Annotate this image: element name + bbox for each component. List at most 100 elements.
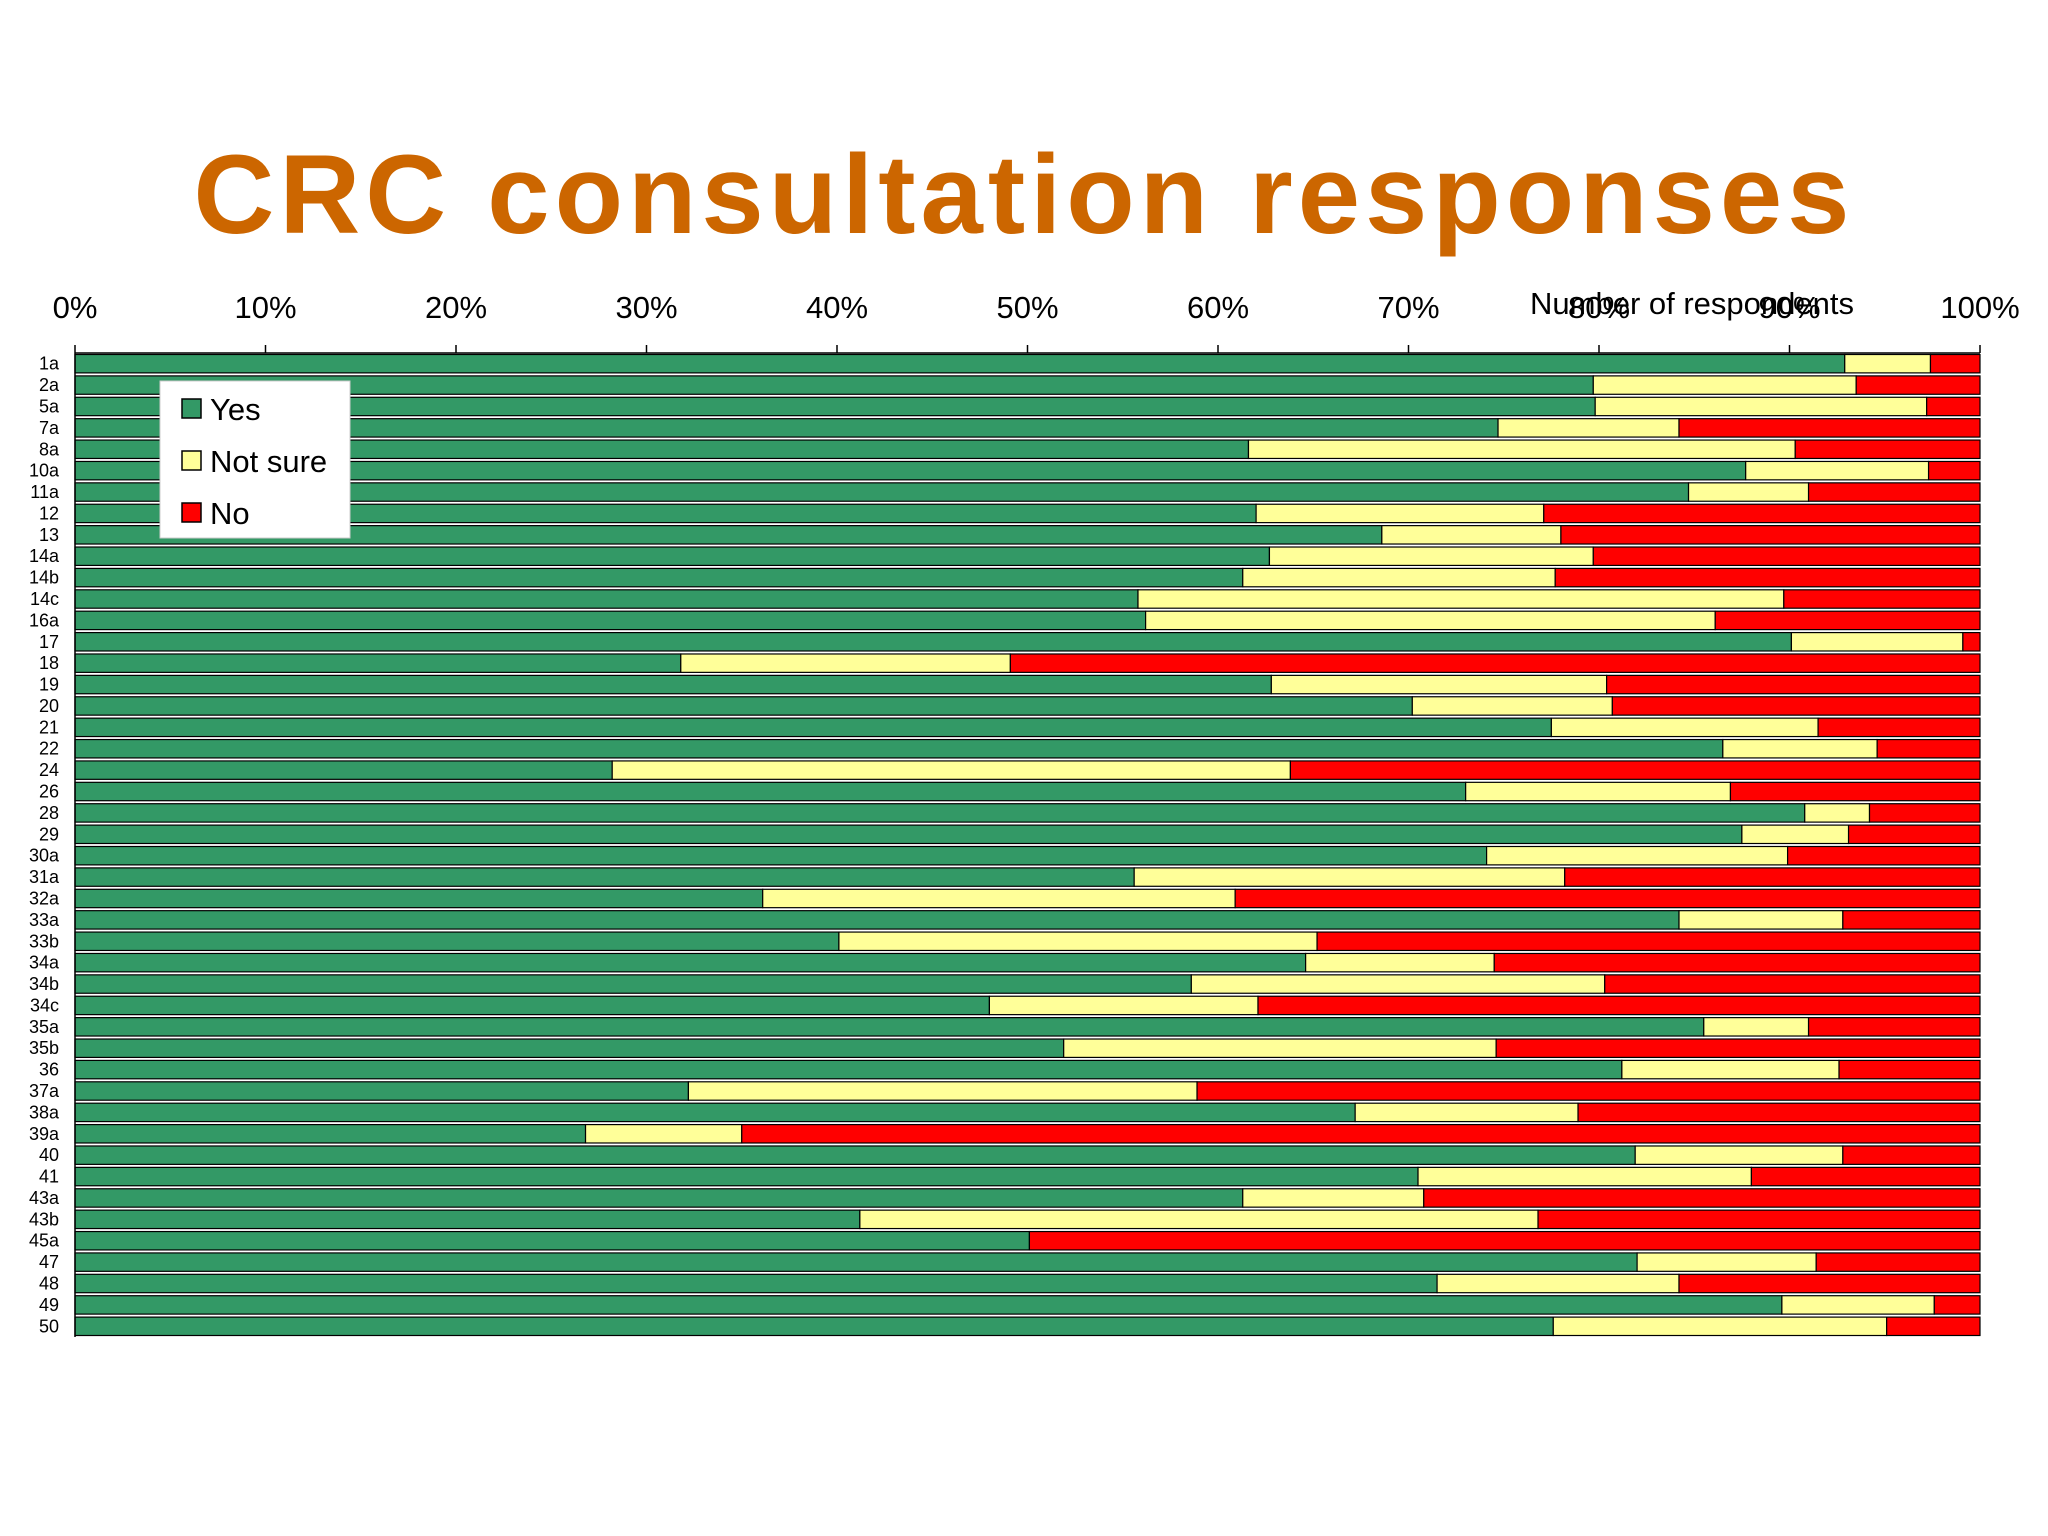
bar-no-21 xyxy=(1817,717,1981,738)
x-tick-label: 100% xyxy=(1940,290,2019,325)
bar-no-18 xyxy=(1009,653,1981,673)
bar-no-14b xyxy=(1554,567,1981,588)
bar-yes-36 xyxy=(74,1059,1623,1080)
bar-not-sure-1a xyxy=(1844,353,1932,374)
x-tick-label: 80% xyxy=(1568,290,1630,325)
bar-no-31a xyxy=(1564,867,1981,887)
bar-no-26 xyxy=(1729,781,1981,802)
bar-no-12 xyxy=(1543,503,1981,524)
bar-not-sure-36 xyxy=(1621,1059,1840,1080)
x-tick-label: 20% xyxy=(425,290,487,325)
category-label-10a: 10a xyxy=(29,461,60,481)
bar-not-sure-14c xyxy=(1137,589,1785,609)
category-label-14b: 14b xyxy=(29,568,59,588)
bar-yes-34b xyxy=(74,974,1192,994)
bar-yes-26 xyxy=(74,781,1467,802)
bar-no-40 xyxy=(1842,1145,1981,1165)
bar-yes-29 xyxy=(74,824,1743,845)
bar-yes-28 xyxy=(74,803,1806,823)
bar-not-sure-13 xyxy=(1381,525,1562,545)
bar-not-sure-50 xyxy=(1552,1316,1888,1337)
bar-yes-35a xyxy=(74,1017,1705,1037)
category-label-16a: 16a xyxy=(29,610,60,630)
bar-no-41 xyxy=(1750,1166,1981,1187)
bar-not-sure-12 xyxy=(1255,503,1545,524)
bar-not-sure-47 xyxy=(1636,1252,1817,1272)
bar-no-22 xyxy=(1876,738,1981,759)
bar-no-33b xyxy=(1316,931,1981,952)
legend-label-not-sure: Not sure xyxy=(210,444,327,479)
bar-no-14a xyxy=(1592,546,1981,567)
category-label-13: 13 xyxy=(39,525,59,545)
category-label-47: 47 xyxy=(39,1252,59,1272)
bar-yes-21 xyxy=(74,717,1552,738)
bar-no-7a xyxy=(1678,418,1981,438)
x-tick-label: 60% xyxy=(1187,290,1249,325)
bar-yes-41 xyxy=(74,1166,1419,1187)
bar-no-33a xyxy=(1842,910,1981,930)
bar-yes-39a xyxy=(74,1123,587,1144)
category-label-22: 22 xyxy=(39,739,59,759)
bar-not-sure-24 xyxy=(611,760,1291,780)
category-label-38a: 38a xyxy=(29,1102,60,1122)
category-label-43b: 43b xyxy=(29,1209,59,1229)
bar-no-34a xyxy=(1493,952,1981,973)
legend-swatch-no xyxy=(181,502,202,523)
bar-no-19 xyxy=(1606,674,1981,695)
bar-no-43b xyxy=(1537,1209,1981,1230)
category-label-36: 36 xyxy=(39,1060,59,1080)
bar-no-16a xyxy=(1714,610,1981,631)
bar-no-34c xyxy=(1257,995,1981,1016)
category-label-19: 19 xyxy=(39,675,59,695)
category-label-32a: 32a xyxy=(29,888,60,908)
category-labels: 1a2a5a7a8a10a11a121314a14b14c16a17181920… xyxy=(29,354,60,1337)
x-tick-label: 70% xyxy=(1377,290,1439,325)
bar-not-sure-18 xyxy=(680,653,1011,673)
category-label-18: 18 xyxy=(39,653,59,673)
bar-no-35a xyxy=(1807,1017,1981,1037)
category-label-12: 12 xyxy=(39,503,59,523)
bar-not-sure-2a xyxy=(1592,375,1857,395)
bar-yes-20 xyxy=(74,696,1413,716)
bar-no-29 xyxy=(1847,824,1981,845)
bar-not-sure-28 xyxy=(1804,803,1871,823)
bar-not-sure-34a xyxy=(1305,952,1495,973)
bar-no-11a xyxy=(1807,482,1981,502)
bar-yes-31a xyxy=(74,867,1135,887)
bar-yes-45a xyxy=(74,1230,1031,1251)
category-label-35b: 35b xyxy=(29,1038,59,1058)
bar-not-sure-8a xyxy=(1247,439,1796,460)
bar-not-sure-16a xyxy=(1145,610,1716,631)
legend-label-yes: Yes xyxy=(210,392,261,427)
category-label-20: 20 xyxy=(39,696,59,716)
bar-yes-35b xyxy=(74,1038,1065,1059)
bar-not-sure-35b xyxy=(1063,1038,1497,1059)
category-label-34b: 34b xyxy=(29,974,59,994)
bar-yes-17 xyxy=(74,631,1793,652)
bar-not-sure-34c xyxy=(988,995,1259,1016)
bar-no-37a xyxy=(1196,1081,1981,1101)
category-label-14c: 14c xyxy=(30,589,59,609)
bar-no-38a xyxy=(1577,1102,1981,1123)
category-label-14a: 14a xyxy=(29,546,60,566)
bar-no-30a xyxy=(1786,845,1981,866)
bar-not-sure-38a xyxy=(1354,1102,1579,1123)
bar-yes-14a xyxy=(74,546,1271,567)
bar-yes-50 xyxy=(74,1316,1554,1337)
bar-no-2a xyxy=(1855,375,1981,395)
category-label-29: 29 xyxy=(39,824,59,844)
bar-not-sure-31a xyxy=(1133,867,1566,887)
bar-no-8a xyxy=(1794,439,1981,460)
x-tick-label: 10% xyxy=(234,290,296,325)
bar-yes-37a xyxy=(74,1081,690,1101)
bar-yes-33b xyxy=(74,931,840,952)
bar-not-sure-21 xyxy=(1550,717,1819,738)
category-label-1a: 1a xyxy=(39,354,60,374)
bar-not-sure-5a xyxy=(1594,396,1928,417)
category-label-37a: 37a xyxy=(29,1081,60,1101)
x-tick-label: 50% xyxy=(996,290,1058,325)
bar-no-47 xyxy=(1815,1252,1981,1272)
bar-yes-30a xyxy=(74,845,1488,866)
bar-no-1a xyxy=(1929,353,1981,374)
